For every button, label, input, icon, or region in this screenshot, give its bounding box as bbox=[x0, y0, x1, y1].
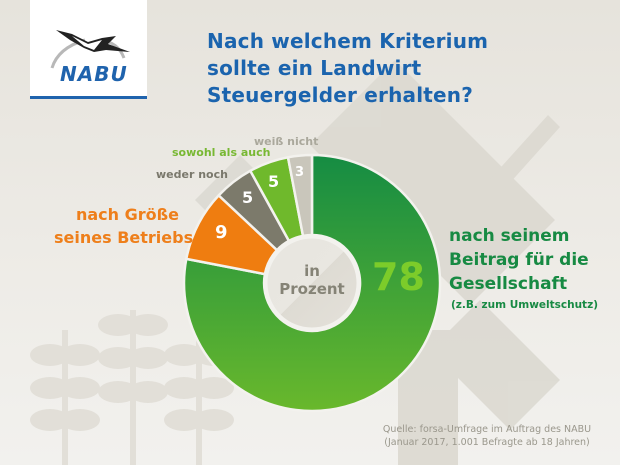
value-groesse: 9 bbox=[215, 222, 228, 243]
label-beitrag-sub: (z.B. zum Umweltschutz) bbox=[451, 299, 598, 311]
label-weiss-nicht: weiß nicht bbox=[254, 135, 319, 148]
label-weder-noch: weder noch bbox=[156, 168, 228, 181]
chart-title: Nach welchem Kriterium sollte ein Landwi… bbox=[207, 28, 527, 109]
label-groesse-line-2: seines Betriebs bbox=[54, 228, 194, 247]
label-beitrag-line-3: Gesellschaft bbox=[449, 274, 568, 294]
label-groesse-line-1: nach Größe bbox=[75, 205, 179, 224]
value-weiss: 3 bbox=[295, 165, 305, 180]
center-label-line-1: in bbox=[304, 262, 320, 280]
label-beitrag-line-2: Beitrag für die bbox=[449, 250, 589, 270]
logo-underline bbox=[30, 96, 147, 99]
value-sowohl: 5 bbox=[268, 172, 280, 191]
value-beitrag: 78 bbox=[372, 255, 425, 299]
stork-icon bbox=[50, 30, 130, 69]
label-beitrag-line-1: nach seinem bbox=[449, 226, 570, 246]
source-line-1: Quelle: forsa-Umfrage im Auftrag des NAB… bbox=[382, 424, 592, 435]
slice-weiss bbox=[286, 153, 314, 238]
title-line-1: Nach welchem Kriterium bbox=[207, 29, 489, 53]
logo-text: NABU bbox=[60, 62, 128, 86]
center-label: in Prozent bbox=[262, 262, 362, 298]
value-weder: 5 bbox=[242, 188, 254, 207]
label-beitrag: nach seinem Beitrag für die Gesellschaft bbox=[449, 224, 589, 296]
donut-hole bbox=[264, 235, 360, 331]
source-note: Quelle: forsa-Umfrage im Auftrag des NAB… bbox=[377, 423, 597, 449]
label-sowohl-als-auch: sowohl als auch bbox=[172, 146, 271, 159]
title-line-2: sollte ein Landwirt bbox=[207, 56, 422, 80]
label-groesse: nach Größe seines Betriebs bbox=[54, 203, 194, 249]
nabu-logo bbox=[30, 0, 147, 96]
source-line-2: (Januar 2017, 1.001 Befragte ab 18 Jahre… bbox=[384, 437, 590, 448]
center-label-line-2: Prozent bbox=[279, 280, 345, 298]
title-line-3: Steuergelder erhalten? bbox=[207, 83, 474, 107]
slice-beitrag bbox=[182, 153, 442, 413]
wheat-icon bbox=[30, 310, 234, 465]
